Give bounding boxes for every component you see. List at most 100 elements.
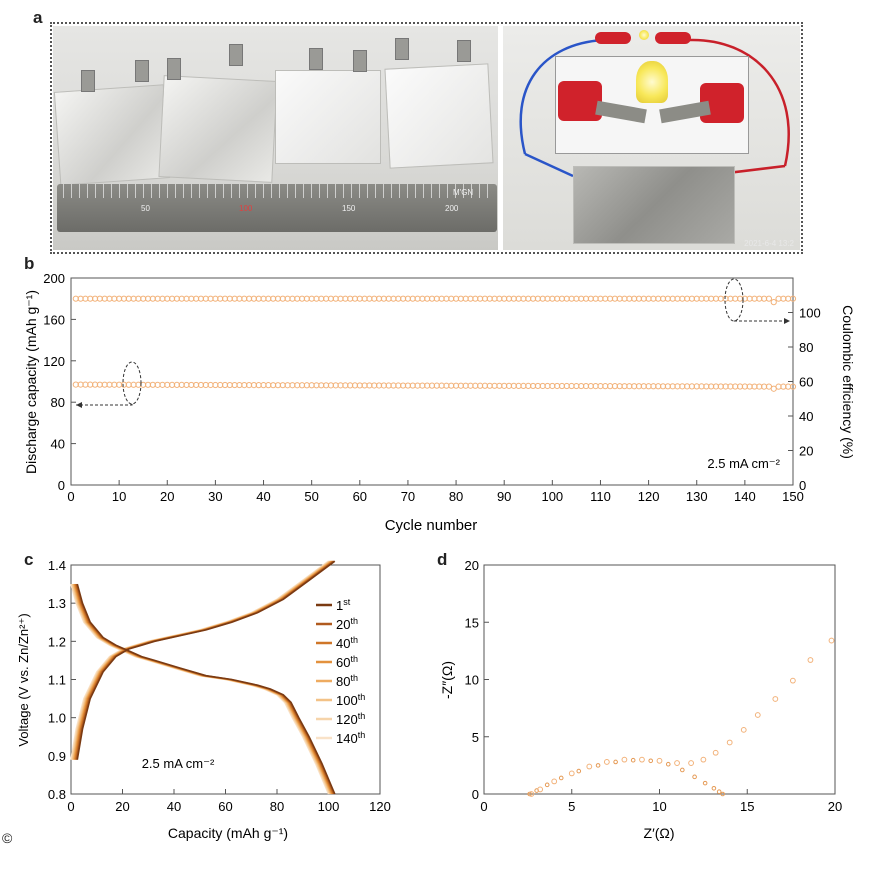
c-legend-label: 100th — [336, 692, 365, 708]
b-x-tick-label: 100 — [541, 489, 563, 504]
c-x-label: Capacity (mAh g⁻¹) — [168, 825, 288, 841]
b-y-tick-label: 120 — [43, 354, 65, 369]
b-arrow-left — [76, 404, 133, 406]
c-discharge-curve — [76, 583, 336, 795]
b-y-tick-label-right: 100 — [799, 306, 821, 321]
d-data-point — [712, 749, 719, 756]
d-y-tick-label: 10 — [465, 673, 479, 688]
d-data-point — [754, 712, 761, 718]
d-data-point — [558, 775, 564, 781]
c-legend-suffix: st — [343, 597, 351, 607]
led-inset — [555, 56, 749, 154]
pouch-tab — [81, 70, 95, 92]
c-legend-suffix: th — [350, 673, 358, 683]
voltage-chart: 0 20 40 60 80 100 120 0.8 0.9 1.0 1.1 1.2 1.3 1.4 1s… — [16, 558, 391, 841]
d-y-tick-label: 20 — [465, 558, 479, 573]
c-legend-label: 140th — [336, 730, 365, 746]
ruler-label: 150 — [342, 204, 356, 213]
impedance-chart: 0 5 10 15 20 0 5 10 15 20 Z′(Ω) -Z″(Ω) — [440, 558, 842, 841]
d-x-ticks: 0 5 10 15 20 — [480, 789, 842, 814]
c-legend-label: 40th — [336, 635, 358, 651]
ruler-label: 50 — [141, 204, 150, 213]
pouch-tab — [167, 58, 181, 80]
c-y-tick-label: 1.4 — [48, 558, 66, 573]
d-data-point — [639, 756, 645, 763]
d-x-tick-label: 0 — [480, 799, 487, 814]
b-x-tick-label: 40 — [256, 489, 270, 504]
panel-c-label: c — [24, 550, 34, 569]
pouch-cell — [53, 84, 171, 186]
d-data-point — [828, 637, 835, 644]
cycling-chart: 0 10 20 30 40 50 60 70 80 90 100 110 120 130 140 150 0 4… — [23, 271, 856, 534]
red-wire — [688, 38, 790, 167]
d-data-point — [740, 726, 747, 733]
c-x-tick-label: 80 — [270, 799, 284, 814]
c-charge-curve — [76, 560, 336, 760]
c-legend-suffix: th — [350, 654, 358, 664]
d-data-point — [528, 791, 535, 797]
b-x-tick-label: 150 — [782, 489, 804, 504]
c-x-tick-label: 20 — [115, 799, 129, 814]
led-small — [639, 30, 649, 40]
d-data-point — [688, 760, 694, 766]
d-data-point — [807, 657, 814, 663]
d-data-point — [537, 786, 544, 793]
b-annotation: 2.5 mA cm⁻² — [707, 456, 780, 471]
b-x-tick-label: 10 — [112, 489, 126, 504]
c-curves — [70, 560, 336, 795]
d-data-point — [716, 789, 722, 795]
d-y-tick-label: 0 — [472, 787, 479, 802]
clip-top-left — [595, 32, 631, 44]
d-y-tick-label: 5 — [472, 730, 479, 745]
d-data-point — [576, 768, 582, 774]
c-x-tick-label: 120 — [369, 799, 391, 814]
b-y-tick-label-right: 80 — [799, 340, 813, 355]
d-data-point — [613, 759, 618, 765]
blue-wire — [519, 38, 604, 155]
b-y-label-right: Coulombic efficiency (%) — [840, 305, 856, 459]
pouch-tab — [309, 48, 323, 70]
d-data-point — [720, 791, 725, 797]
b-x-tick-label: 70 — [401, 489, 415, 504]
b-x-tick-label: 60 — [353, 489, 367, 504]
pouch-tab — [395, 38, 409, 60]
d-data-point — [674, 760, 680, 766]
c-legend: 1st 20th 40th 60th 80th 100th 120th 140th — [316, 597, 365, 746]
d-data-point — [656, 757, 663, 764]
led-demo-photo: 2021-6-4 13:2 — [503, 26, 800, 250]
b-y-tick-label: 160 — [43, 312, 65, 327]
pouch-cell — [158, 75, 278, 183]
b-y-ticks: 0 40 80 120 160 200 — [43, 271, 76, 493]
d-data-point — [568, 770, 575, 777]
pouch-cell — [275, 70, 381, 164]
blue-wire-lower — [524, 152, 574, 178]
c-legend-label: 80th — [336, 673, 358, 689]
c-x-ticks: 0 20 40 60 80 100 120 — [67, 789, 391, 814]
d-data-point — [772, 696, 779, 702]
panel-b-label: b — [24, 254, 35, 273]
c-annotation: 2.5 mA cm⁻² — [142, 756, 215, 771]
clip-inset-left — [558, 81, 602, 121]
b-y-tick-label: 40 — [51, 437, 65, 452]
d-data-point — [789, 677, 796, 684]
d-data-point — [726, 739, 733, 746]
b-y-ticks-right: 0 20 40 60 80 100 — [788, 306, 821, 493]
b-efficiency-point — [789, 295, 797, 302]
b-y-tick-label-right: 0 — [799, 478, 806, 493]
b-efficiency-point — [765, 295, 773, 302]
plot-frame-d — [483, 564, 836, 795]
b-data-points — [72, 295, 797, 392]
b-x-tick-label: 20 — [160, 489, 174, 504]
plot-frame-b — [70, 277, 794, 486]
pouch-tab — [229, 44, 243, 66]
ruler: 50 100 150 200 M'GN — [57, 184, 497, 232]
c-x-tick-label: 0 — [67, 799, 74, 814]
c-x-tick-label: 40 — [167, 799, 181, 814]
d-data-point — [702, 780, 708, 786]
b-x-tick-label: 120 — [638, 489, 660, 504]
copyright-symbol: © — [2, 830, 13, 846]
c-x-tick-label: 100 — [318, 799, 340, 814]
ruler-label: 100 — [239, 204, 253, 213]
c-y-tick-label: 0.8 — [48, 787, 66, 802]
d-x-tick-label: 15 — [740, 799, 754, 814]
